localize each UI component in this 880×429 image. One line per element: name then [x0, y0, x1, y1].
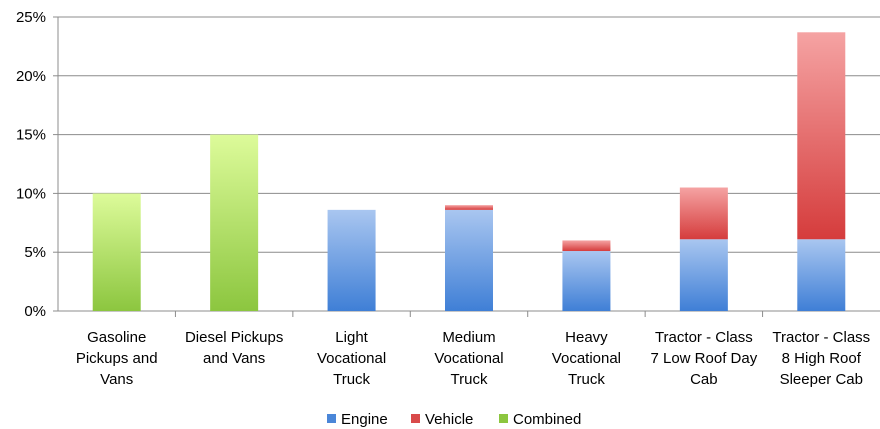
x-category-label: Medium Vocational Truck [434, 329, 503, 388]
legend-swatch-engine [327, 414, 336, 423]
y-tick-label: 0% [24, 303, 46, 320]
bar-vehicle [797, 32, 846, 240]
x-category-labels: Gasoline Pickups and Vans Diesel Pickups and… [76, 329, 870, 388]
y-tick-label: 5% [24, 244, 46, 261]
y-tick-label: 20% [16, 68, 46, 85]
bar-engine [445, 209, 493, 311]
bar-vehicle [679, 187, 728, 240]
axes [57, 17, 764, 317]
x-category-label: Light Vocational Truck [317, 329, 386, 388]
legend-label-vehicle: Vehicle [425, 411, 473, 428]
x-category-label: Diesel Pickups and Vans [185, 329, 283, 367]
bar-engine [679, 239, 728, 311]
legend: Engine Vehicle Combined [327, 411, 581, 428]
bar-engine [562, 251, 611, 311]
y-tick-labels: 0% 5% 10% 15% 20% 25% [16, 9, 46, 320]
legend-swatch-combined [499, 414, 508, 423]
legend-label-combined: Combined [513, 411, 581, 428]
y-tick-label: 25% [16, 9, 46, 26]
legend-label-engine: Engine [341, 411, 388, 428]
y-tick-label: 10% [16, 185, 46, 202]
legend-swatch-vehicle [411, 414, 420, 423]
bar-vehicle [562, 240, 611, 252]
x-category-label: Tractor - Class 7 Low Roof Day Cab [650, 329, 757, 388]
bars [92, 32, 846, 311]
x-category-label: Gasoline Pickups and Vans [76, 329, 158, 388]
x-category-label: Tractor - Class 8 High Roof Sleeper Cab [772, 329, 870, 388]
bar-combined [92, 193, 141, 311]
bar-vehicle [445, 205, 493, 210]
y-tick-label: 15% [16, 127, 46, 144]
bar-engine [797, 239, 846, 311]
bar-engine [327, 209, 376, 311]
x-category-label: Heavy Vocational Truck [552, 329, 621, 388]
bar-combined [210, 134, 259, 311]
